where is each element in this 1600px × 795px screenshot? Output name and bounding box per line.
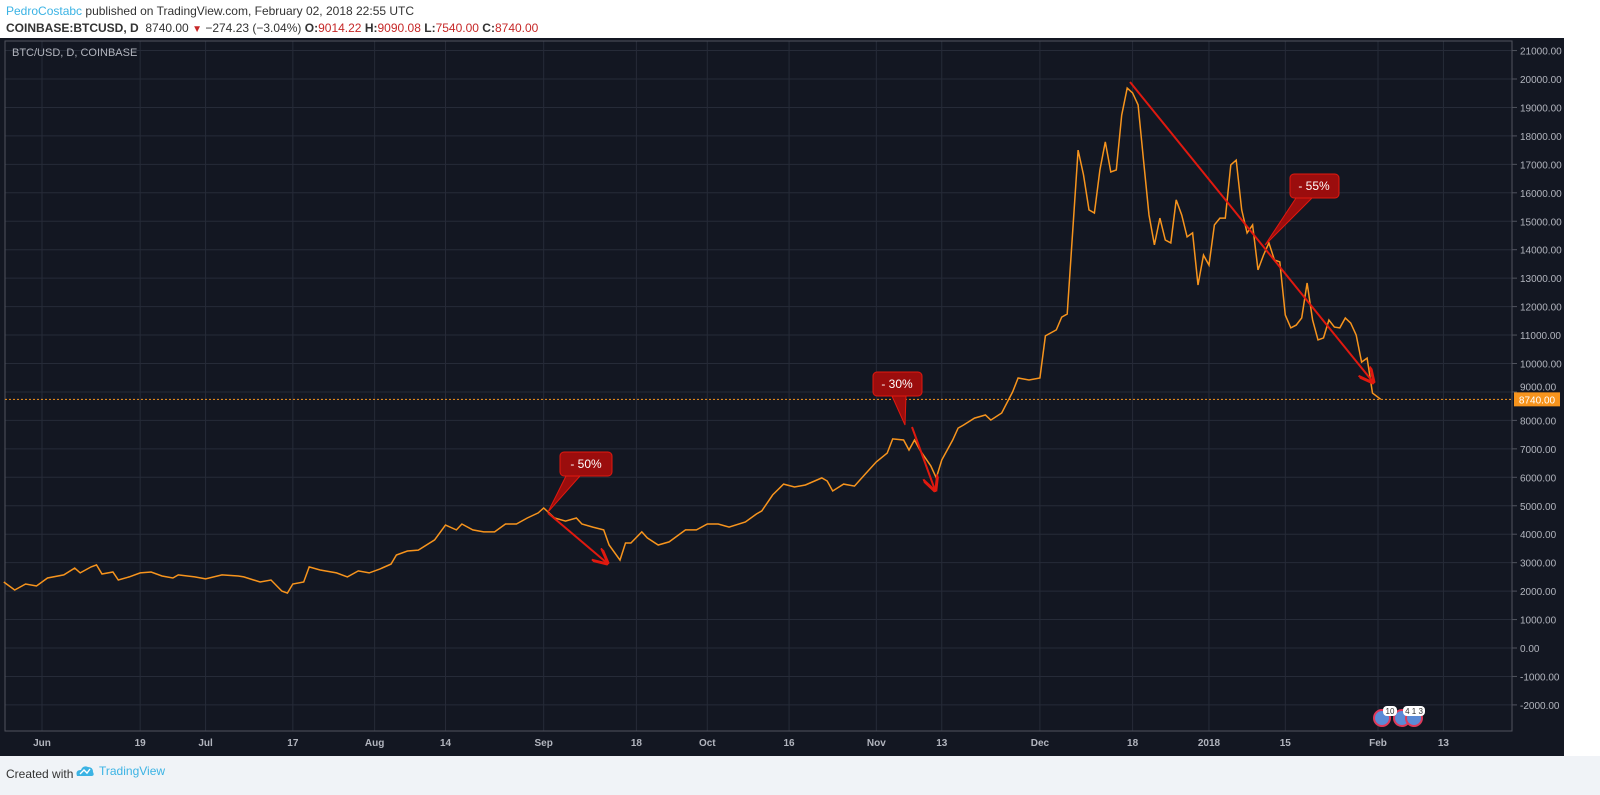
x-tick-label: Nov [867, 738, 886, 749]
x-tick-label: 17 [287, 738, 299, 749]
svg-text:- 30%: - 30% [881, 377, 913, 391]
y-tick-label: 6000.00 [1520, 473, 1557, 484]
svg-text:- 50%: - 50% [570, 457, 602, 471]
footer: Created with TradingView [0, 756, 1600, 795]
x-tick-label: 18 [1127, 738, 1139, 749]
chart-header: PedroCostabc published on TradingView.co… [6, 3, 538, 38]
y-tick-label: 11000.00 [1520, 331, 1561, 342]
price-change: −274.23 (−3.04%) [205, 21, 302, 35]
x-tick-label: 18 [631, 738, 643, 749]
y-tick-label: 2000.00 [1520, 587, 1557, 598]
callout-50[interactable]: - 50% [547, 451, 613, 513]
y-tick-label: 16000.00 [1520, 189, 1562, 200]
chart-title: BTC/USD, D, COINBASE [12, 47, 137, 59]
x-tick-label: Sep [535, 738, 553, 749]
high-label: H: [364, 21, 378, 35]
x-tick-label: Aug [365, 738, 384, 749]
y-tick-label: 9000.00 [1520, 382, 1557, 393]
y-tick-label: 4000.00 [1520, 530, 1557, 541]
plot-border [4, 40, 1513, 732]
callout-30[interactable]: - 30% [872, 371, 923, 426]
y-tick-label: 5000.00 [1520, 502, 1557, 513]
x-tick-label: 13 [1438, 738, 1450, 749]
y-tick-label: 0.00 [1520, 644, 1540, 655]
x-tick-label: 16 [784, 738, 796, 749]
y-tick-label: 13000.00 [1520, 274, 1562, 285]
x-axis: Jun 19 Jul 17 Aug 14 Sep 18 Oct 16 Nov 13 Dec 18 2018 1… [33, 738, 1449, 749]
down-triangle-icon: ▼ [192, 24, 202, 35]
svg-text:10: 10 [1386, 707, 1395, 716]
y-tick-label: 20000.00 [1520, 75, 1562, 86]
created-with-label: Created with [6, 767, 74, 781]
open-value: 9014.22 [318, 21, 362, 35]
chart-background [0, 38, 1564, 756]
x-tick-label: Feb [1369, 738, 1387, 749]
y-tick-label: 18000.00 [1520, 132, 1562, 143]
y-tick-label: 12000.00 [1520, 303, 1562, 314]
open-label: O: [304, 21, 319, 35]
grid [5, 41, 1512, 731]
y-tick-label: 17000.00 [1520, 160, 1562, 171]
brand-label: TradingView [99, 764, 166, 778]
drop-arrow-dec[interactable] [1129, 81, 1373, 382]
y-tick-label: 19000.00 [1520, 103, 1562, 114]
close-label: C: [482, 21, 495, 35]
close-value: 8740.00 [494, 21, 539, 35]
svg-text:- 55%: - 55% [1298, 179, 1330, 193]
y-tick-label: -1000.00 [1520, 672, 1560, 683]
last-price: 8740.00 [145, 21, 189, 35]
x-tick-label: 14 [440, 738, 452, 749]
x-tick-label: 13 [936, 738, 948, 749]
y-tick-label: 14000.00 [1520, 246, 1562, 257]
x-tick-label: 15 [1280, 738, 1292, 749]
y-tick-label: 3000.00 [1520, 559, 1557, 570]
author-link[interactable]: PedroCostabc [6, 4, 83, 18]
x-tick-label: Jul [198, 738, 213, 749]
y-tick-label: 10000.00 [1520, 360, 1562, 371]
low-label: L: [424, 21, 436, 35]
low-value: 7540.00 [435, 21, 479, 35]
svg-text:8740.00: 8740.00 [1519, 395, 1556, 406]
high-value: 9090.08 [377, 21, 421, 35]
drop-arrow-sep[interactable] [547, 512, 607, 563]
drop-arrow-nov[interactable] [911, 426, 935, 490]
y-tick-label: -2000.00 [1520, 701, 1560, 712]
y-tick-label: 8000.00 [1520, 416, 1557, 427]
last-price-label: 8740.00 [1514, 392, 1560, 407]
tradingview-cloud-icon [76, 766, 94, 776]
published-info: published on TradingView.com, February 0… [85, 4, 415, 18]
tradingview-logo[interactable]: TradingView [75, 764, 165, 778]
y-axis: 21000.00 20000.00 19000.00 18000.00 17000.00… [1512, 47, 1562, 712]
symbol-label: COINBASE:BTCUSD, D [6, 21, 139, 35]
y-tick-label: 7000.00 [1520, 445, 1557, 456]
x-tick-label: Jun [33, 738, 51, 749]
callout-55[interactable]: - 55% [1264, 173, 1340, 246]
y-tick-label: 21000.00 [1520, 47, 1562, 58]
y-tick-label: 15000.00 [1520, 217, 1562, 228]
x-tick-label: 19 [135, 738, 147, 749]
price-chart[interactable]: BTC/USD, D, COINBASE 21000.0020000.00190… [0, 38, 1600, 756]
event-badges[interactable]: 10 4 1 3 [1373, 706, 1425, 727]
y-tick-label: 1000.00 [1520, 616, 1557, 627]
svg-text:4 1 3: 4 1 3 [1405, 707, 1423, 716]
x-tick-label: 2018 [1198, 738, 1221, 749]
x-tick-label: Dec [1031, 738, 1050, 749]
x-tick-label: Oct [699, 738, 716, 749]
